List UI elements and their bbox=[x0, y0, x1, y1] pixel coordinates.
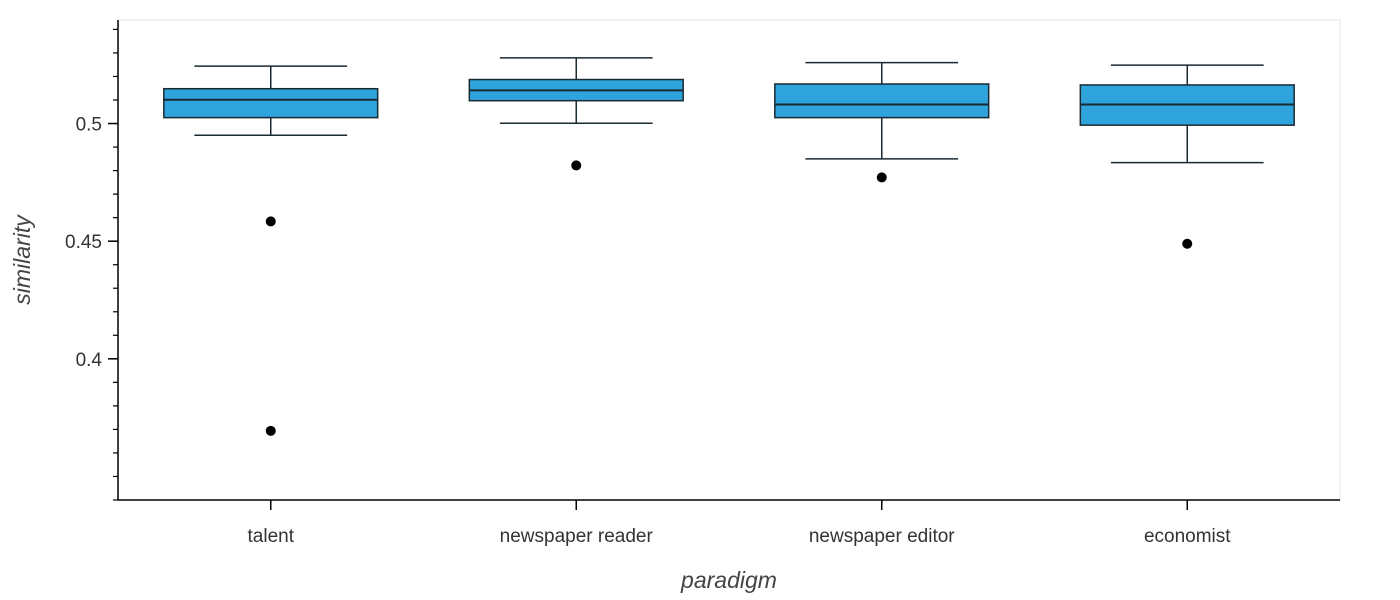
box-iqr bbox=[163, 87, 379, 119]
box-iqr bbox=[774, 83, 990, 119]
box-series bbox=[163, 57, 1295, 436]
y-tick-label: 0.5 bbox=[76, 115, 102, 136]
outlier-point bbox=[265, 425, 276, 436]
x-tick-label: newspaper reader bbox=[500, 526, 654, 547]
y-tick-label: 0.45 bbox=[65, 232, 102, 253]
box-newspaper-reader bbox=[468, 57, 684, 171]
outlier-point bbox=[265, 216, 276, 227]
x-tick-label: economist bbox=[1144, 526, 1231, 547]
box-talent bbox=[163, 65, 379, 436]
y-tick-label: 0.4 bbox=[76, 350, 103, 371]
box-economist bbox=[1079, 64, 1295, 249]
box-newspaper-editor bbox=[774, 61, 990, 183]
outlier-point bbox=[571, 160, 582, 171]
y-axis: 0.4 0.45 0.5 bbox=[65, 20, 119, 501]
x-tick-label: newspaper editor bbox=[809, 526, 955, 547]
x-axis: talent newspaper reader newspaper editor ec… bbox=[118, 499, 1340, 547]
x-tick-label: talent bbox=[248, 526, 295, 547]
y-axis-title: similarity bbox=[9, 214, 35, 305]
outlier-point bbox=[876, 172, 887, 183]
outlier-point bbox=[1182, 238, 1193, 249]
x-axis-title: paradigm bbox=[680, 567, 777, 593]
